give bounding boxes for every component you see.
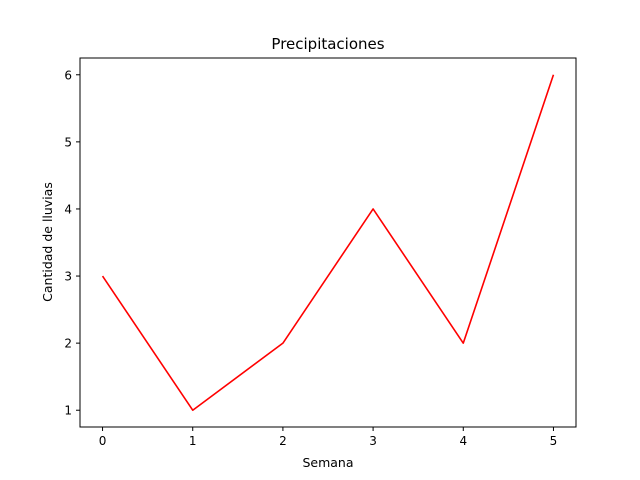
y-tick-label: 3 bbox=[64, 270, 72, 284]
x-tick-label: 4 bbox=[459, 434, 467, 448]
x-axis-label: Semana bbox=[302, 455, 353, 470]
series-group bbox=[101, 74, 555, 412]
chart-title: Precipitaciones bbox=[271, 35, 384, 53]
x-tick-label: 5 bbox=[550, 434, 558, 448]
y-tick-label: 5 bbox=[64, 135, 72, 149]
plot-area-frame bbox=[79, 57, 577, 428]
y-axis-label: Cantidad de lluvias bbox=[40, 182, 55, 302]
y-tick-label: 4 bbox=[64, 202, 72, 216]
y-tick-label: 6 bbox=[64, 68, 72, 82]
series-line bbox=[101, 74, 555, 412]
y-axis-ticks: 1 2 3 4 5 6 bbox=[64, 68, 80, 418]
x-tick-label: 1 bbox=[189, 434, 197, 448]
y-tick-label: 1 bbox=[64, 404, 72, 418]
x-tick-label: 0 bbox=[99, 434, 107, 448]
x-tick-label: 3 bbox=[369, 434, 377, 448]
x-axis-ticks: 0 1 2 3 4 5 bbox=[99, 427, 558, 448]
x-tick-label: 2 bbox=[279, 434, 287, 448]
y-tick-label: 2 bbox=[64, 337, 72, 351]
